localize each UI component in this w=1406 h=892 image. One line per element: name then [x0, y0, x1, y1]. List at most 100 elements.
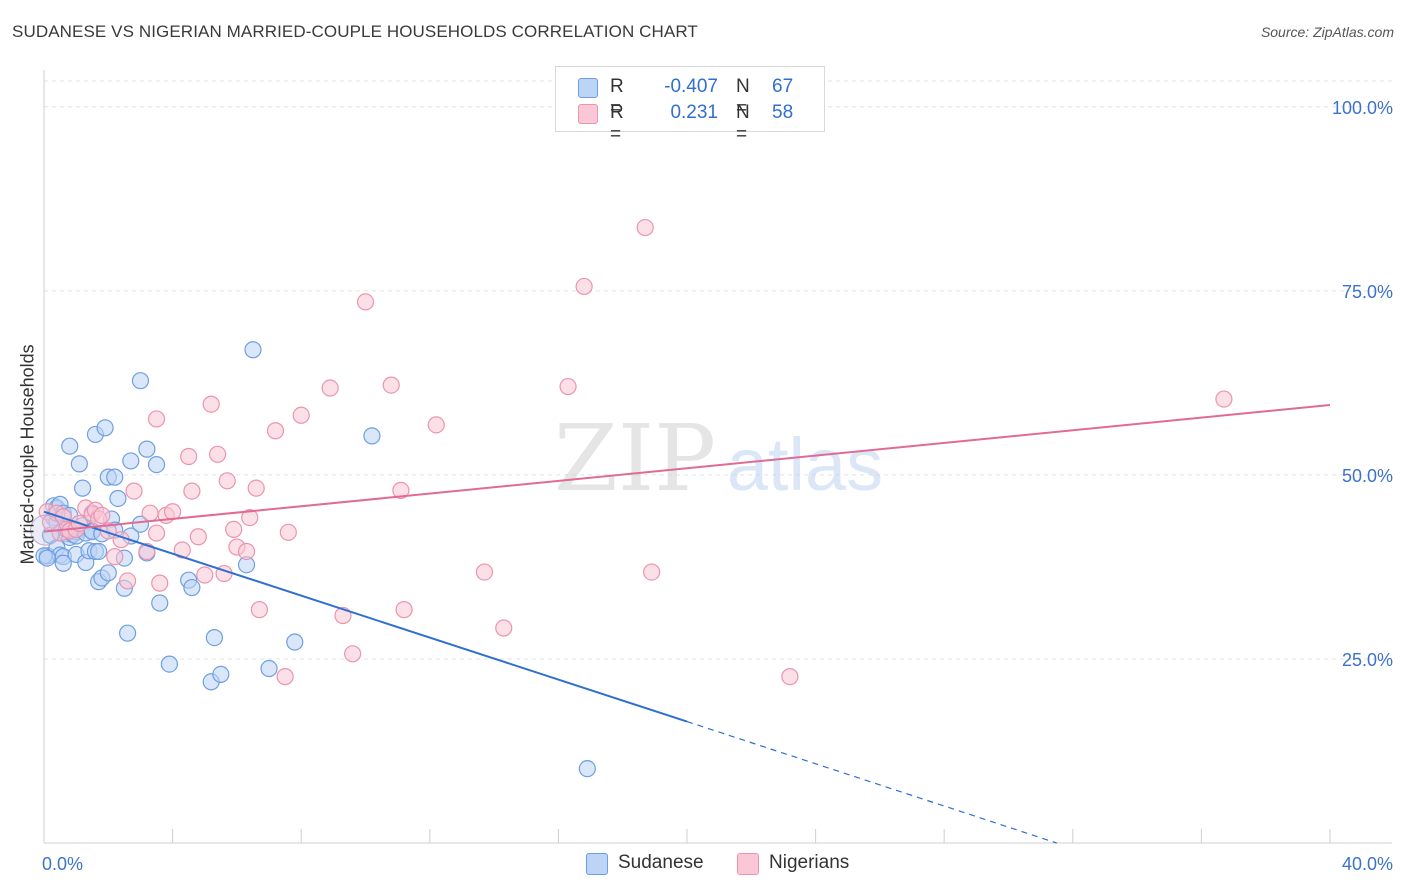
legend-r-value: -0.407: [664, 76, 718, 97]
nigerian-point: [250, 601, 269, 619]
sudanese-point: [151, 594, 169, 612]
nigerian-point: [147, 410, 166, 428]
sudanese-point: [244, 341, 262, 359]
source-label: Source: ZipAtlas.com: [1260, 24, 1394, 40]
y-axis-label: Married-couple Households: [17, 344, 38, 565]
nigerian-point: [1215, 390, 1233, 408]
nigerian-point: [141, 504, 159, 522]
nigerian-point: [344, 645, 362, 663]
legend-swatch-nigerians: [737, 853, 759, 875]
sudanese-point: [147, 455, 166, 474]
nigerian-point: [781, 668, 799, 686]
sudanese-point: [106, 468, 124, 486]
legend-swatch-sudanese: [578, 78, 598, 98]
watermark-atlas: atlas: [727, 423, 883, 506]
sudanese-point: [212, 665, 230, 684]
nigerian-point: [356, 293, 375, 311]
data-points: [30, 218, 1233, 778]
nigerian-point: [247, 479, 265, 497]
nigerian-point: [495, 619, 513, 637]
chart-title: SUDANESE VS NIGERIAN MARRIED-COUPLE HOUS…: [12, 22, 698, 41]
nigerian-point: [382, 376, 400, 394]
nigerian-point: [106, 548, 124, 566]
legend-n-label: N =: [736, 102, 750, 145]
nigerian-point: [183, 482, 201, 500]
nigerian-point: [643, 563, 661, 581]
sudanese-point: [131, 515, 150, 533]
legend-swatch-nigerians: [578, 104, 598, 124]
watermark-zip: ZIP: [554, 405, 716, 512]
y-tick-label: 25.0%: [1342, 650, 1393, 670]
sudanese-point: [54, 554, 72, 572]
y-tick-label: 100.0%: [1332, 98, 1393, 118]
nigerian-point: [237, 542, 256, 561]
nigerian-trend-line: [43, 403, 1331, 533]
nigerian-point: [164, 503, 182, 521]
sudanese-point: [38, 549, 56, 567]
nigerian-point: [180, 447, 198, 466]
legend-r-value: 0.231: [670, 102, 718, 123]
tick-labels: 25.0% 50.0% 75.0% 100.0% 0.0% 40.0%: [42, 98, 1393, 874]
nigerian-point: [395, 601, 413, 619]
legend-label-sudanese: Sudanese: [618, 852, 704, 873]
nigerian-point: [475, 563, 494, 581]
legend-swatch-sudanese: [586, 853, 608, 875]
nigerian-point: [279, 523, 297, 541]
nigerian-point: [392, 481, 410, 499]
nigerian-point: [189, 528, 207, 546]
nigerian-point: [575, 277, 593, 296]
sudanese-trend-line: [43, 510, 688, 723]
sudanese-point: [70, 455, 88, 473]
trend-lines: [43, 403, 1331, 844]
nigerian-point: [202, 395, 220, 413]
sudanese-point: [131, 372, 150, 390]
nigerian-point: [241, 509, 259, 527]
x-tick-label: 0.0%: [42, 854, 83, 874]
nigerian-point: [93, 506, 111, 524]
x-tick-label: 40.0%: [1342, 854, 1393, 874]
nigerian-point: [218, 472, 236, 490]
legend-n-value: 67: [772, 76, 794, 97]
nigerian-point: [225, 520, 243, 538]
legend-r-label: R =: [610, 102, 624, 145]
nigerian-point: [209, 445, 227, 463]
sudanese-point: [118, 624, 137, 642]
stats-legend: R = -0.407 N = 67 R = 0.231 N = 58: [555, 66, 825, 145]
sudanese-trend-extrapolation: [686, 720, 1057, 844]
nigerian-point: [196, 566, 214, 584]
sudanese-point: [109, 489, 127, 508]
sudanese-point: [99, 564, 117, 582]
sudanese-point: [578, 760, 596, 778]
sudanese-point: [138, 440, 156, 458]
sudanese-point: [260, 659, 278, 678]
sudanese-point: [160, 655, 178, 673]
sudanese-point: [73, 479, 92, 497]
legend-n-value: 58: [772, 102, 794, 123]
nigerian-point: [427, 416, 445, 434]
sudanese-point: [363, 427, 381, 445]
sudanese-point: [286, 633, 304, 651]
nigerian-point: [125, 482, 143, 500]
nigerian-point: [118, 572, 137, 590]
sudanese-point: [61, 437, 79, 455]
legend-r-label: R =: [610, 76, 624, 119]
sudanese-point: [90, 542, 108, 561]
sudanese-point: [205, 629, 223, 647]
y-tick-label: 50.0%: [1342, 466, 1393, 486]
sudanese-point: [122, 452, 140, 470]
nigerian-point: [266, 422, 285, 440]
nigerian-point: [173, 541, 191, 559]
y-tick-label: 75.0%: [1342, 282, 1393, 302]
nigerian-point: [636, 218, 654, 237]
sudanese-point: [96, 419, 114, 437]
nigerian-point: [559, 377, 577, 396]
nigerian-point: [292, 406, 310, 424]
nigerian-point: [147, 524, 166, 542]
nigerian-point: [151, 574, 169, 592]
legend-label-nigerians: Nigerians: [769, 852, 850, 873]
nigerian-point: [276, 668, 294, 686]
legend-n-label: N =: [736, 76, 750, 119]
nigerian-point: [321, 379, 339, 397]
axes: [43, 70, 1392, 844]
